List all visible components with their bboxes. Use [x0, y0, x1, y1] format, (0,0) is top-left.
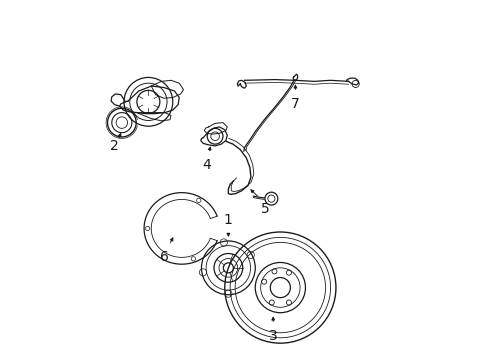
Text: 2: 2: [110, 139, 119, 153]
Text: 1: 1: [224, 213, 232, 226]
Text: 4: 4: [202, 158, 211, 172]
Text: 6: 6: [160, 250, 169, 264]
Text: 3: 3: [268, 329, 277, 343]
Text: 5: 5: [261, 202, 269, 216]
Text: 7: 7: [290, 97, 299, 111]
